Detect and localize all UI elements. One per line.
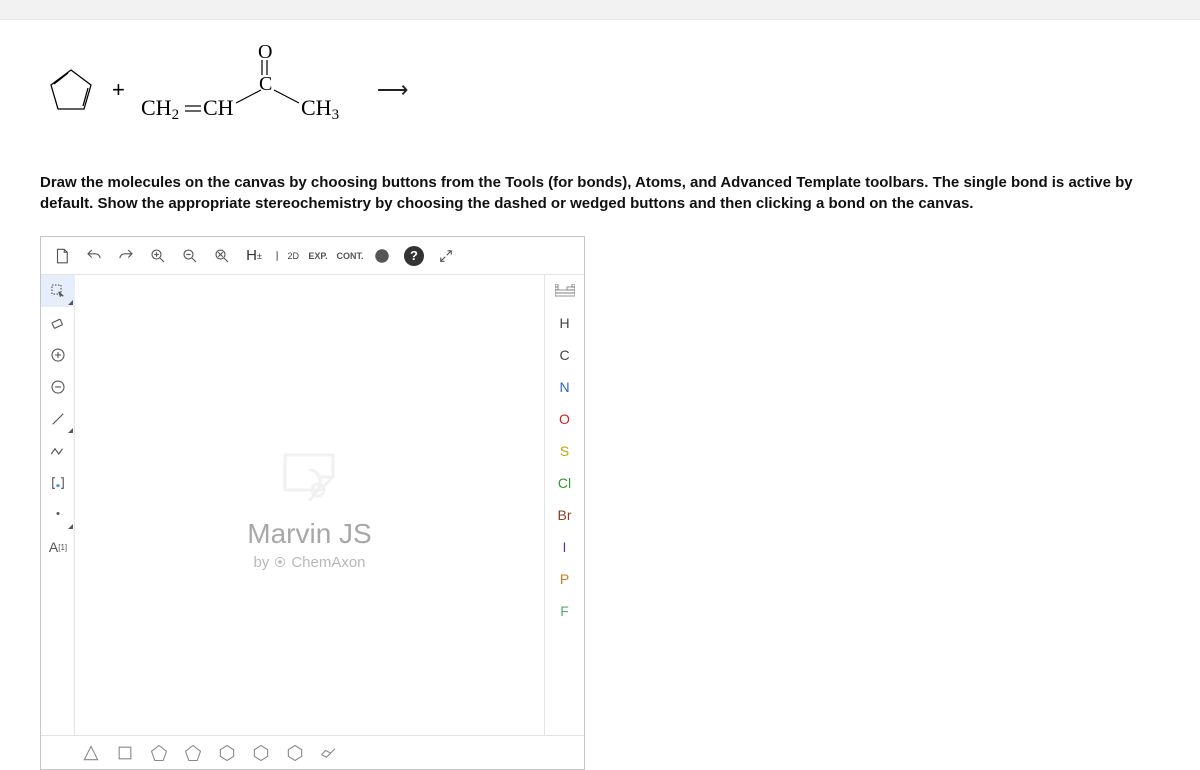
drawing-canvas[interactable]: Marvin JS by ChemAxon	[75, 275, 544, 735]
atoms-toolbar: HCNOSClBrIPF	[544, 275, 584, 735]
atom-cl-button[interactable]: Cl	[545, 467, 584, 499]
chain-tool[interactable]	[41, 435, 75, 467]
new-icon[interactable]	[49, 243, 75, 269]
watermark-title: Marvin JS	[247, 518, 371, 550]
reaction-scheme: + CH2 CH C O CH3 ⟶	[46, 40, 1160, 140]
help-icon[interactable]: ?	[401, 243, 427, 269]
eraser-tool[interactable]	[41, 307, 75, 339]
atom-h-button[interactable]: H	[545, 307, 584, 339]
svg-text:CH2: CH2	[141, 95, 179, 123]
methyl-vinyl-ketone-structure: CH2 CH C O CH3	[141, 45, 361, 135]
marvin-editor: H± 2D EXP. CONT. i ? A[1]	[40, 236, 585, 770]
template-hexagon-6[interactable]	[283, 741, 307, 765]
instruction-text: Draw the molecules on the canvas by choo…	[40, 172, 1160, 214]
atom-br-button[interactable]: Br	[545, 499, 584, 531]
atom-i-button[interactable]: I	[545, 531, 584, 563]
svg-text:CH: CH	[203, 95, 234, 120]
atom-map-tool[interactable]: A[1]	[41, 531, 75, 563]
zoom-in-icon[interactable]	[145, 243, 171, 269]
atom-n-button[interactable]: N	[545, 371, 584, 403]
hydrogens-button[interactable]: H±	[241, 243, 267, 269]
templates-toolbar	[41, 735, 584, 769]
svg-text:C: C	[259, 73, 272, 95]
atom-o-button[interactable]: O	[545, 403, 584, 435]
atom-f-button[interactable]: F	[545, 595, 584, 627]
template-square-1[interactable]	[113, 741, 137, 765]
template-hexagon-4[interactable]	[215, 741, 239, 765]
bracket-tool[interactable]	[41, 467, 75, 499]
template-hexagon-5[interactable]	[249, 741, 273, 765]
selection-tool[interactable]	[41, 275, 75, 307]
template-triangle-0[interactable]	[79, 741, 103, 765]
cyclopentadiene-structure	[46, 65, 96, 115]
svg-text:i: i	[381, 251, 384, 262]
redo-icon[interactable]	[113, 243, 139, 269]
atom-c-button[interactable]: C	[545, 339, 584, 371]
template-pentagon-3[interactable]	[181, 741, 205, 765]
charge-plus-tool[interactable]	[41, 339, 75, 371]
zoom-fit-icon[interactable]	[209, 243, 235, 269]
single-bond-tool[interactable]	[41, 403, 75, 435]
export-button[interactable]: EXP.	[305, 243, 331, 269]
chemaxon-logo-icon	[273, 555, 287, 569]
svg-text:CH3: CH3	[301, 95, 339, 123]
info-icon[interactable]: i	[369, 243, 395, 269]
reaction-arrow: ⟶	[377, 77, 409, 103]
undo-icon[interactable]	[81, 243, 107, 269]
marvin-watermark-icon	[270, 440, 350, 510]
top-toolbar: H± 2D EXP. CONT. i ?	[41, 237, 584, 275]
atom-p-button[interactable]: P	[545, 563, 584, 595]
radical-tool[interactable]	[41, 499, 75, 531]
svg-text:O: O	[258, 45, 272, 63]
plus-sign: +	[112, 77, 125, 103]
left-toolbar: A[1]	[41, 275, 75, 735]
continue-button[interactable]: CONT.	[337, 243, 363, 269]
watermark-subtitle: by ChemAxon	[253, 554, 365, 571]
charge-minus-tool[interactable]	[41, 371, 75, 403]
atom-s-button[interactable]: S	[545, 435, 584, 467]
zoom-out-icon[interactable]	[177, 243, 203, 269]
template-pentagon-2[interactable]	[147, 741, 171, 765]
template-chair-7[interactable]	[317, 741, 341, 765]
fullscreen-icon[interactable]	[433, 243, 459, 269]
clean-2d-button[interactable]: 2D	[273, 243, 299, 269]
periodic-table-button[interactable]	[545, 275, 584, 307]
